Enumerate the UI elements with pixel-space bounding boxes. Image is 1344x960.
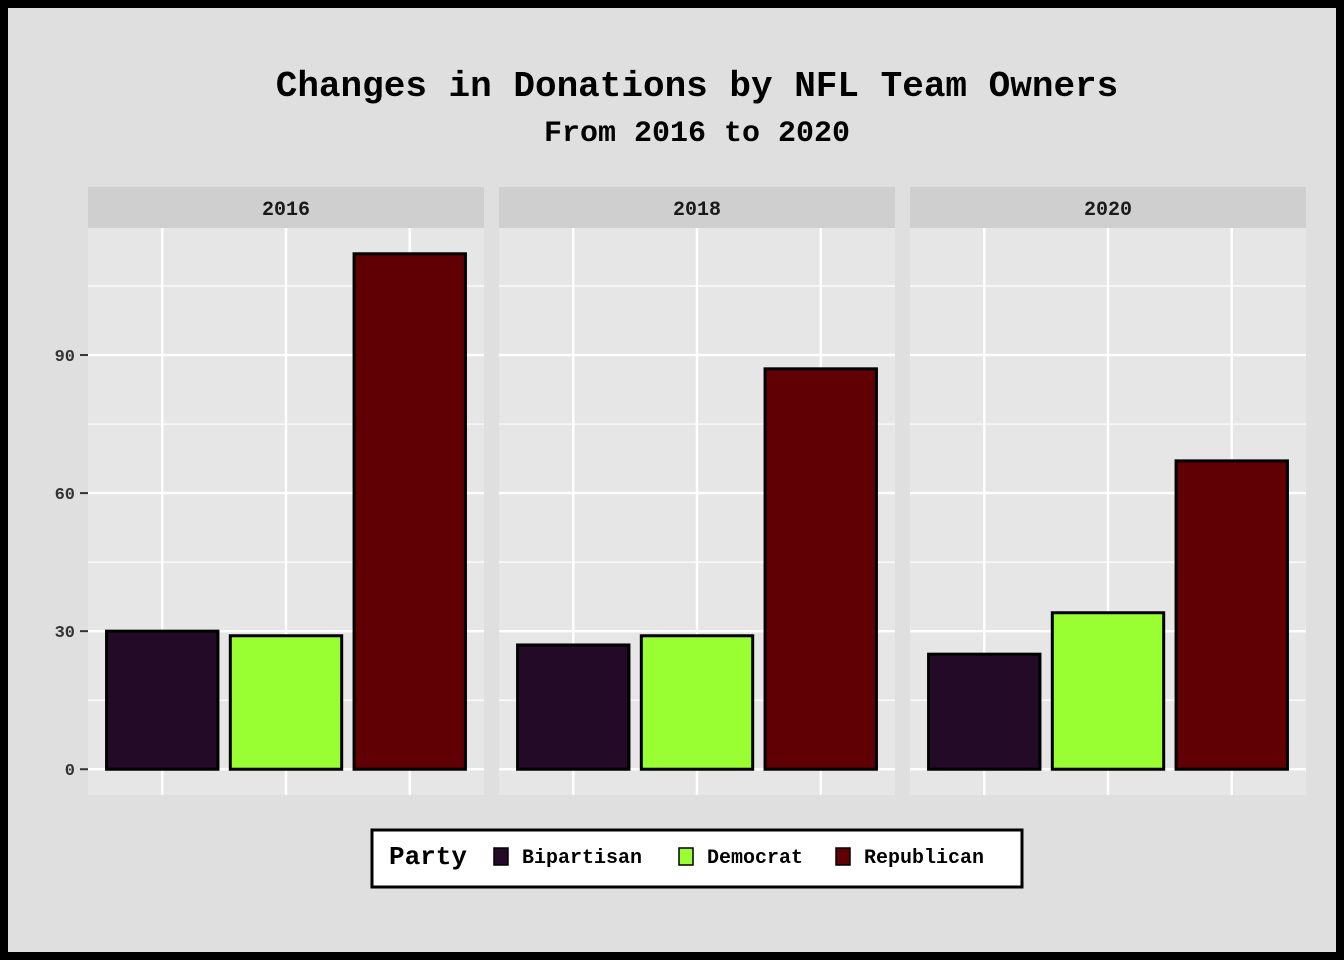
facet-strip xyxy=(910,187,1306,228)
bar-republican-2018 xyxy=(763,367,878,771)
legend: Party Bipartisan Democrat Republican xyxy=(370,828,1024,889)
bar-republican-2016 xyxy=(352,252,467,771)
facet-label: 2018 xyxy=(673,199,721,222)
legend-swatch-democrat xyxy=(678,847,694,866)
facet-label: 2020 xyxy=(1084,199,1132,222)
facet-panel-2016: 2016 xyxy=(88,187,484,795)
chart: Changes in Donations by NFL Team Owners … xyxy=(55,66,1306,889)
bar-republican-2020 xyxy=(1174,459,1289,771)
facet-panels: 2016 2018 2020 xyxy=(88,187,1306,795)
bar-democrat-2018 xyxy=(639,634,755,771)
y-axis: 0 30 60 90 xyxy=(55,348,88,781)
bar-bipartisan-2018 xyxy=(516,643,631,771)
facet-panel-2018: 2018 xyxy=(499,187,895,795)
facet-strip xyxy=(88,187,484,228)
legend-swatch-bipartisan xyxy=(493,847,509,866)
bar-bipartisan-2016 xyxy=(105,629,220,771)
bar-bipartisan-2020 xyxy=(927,652,1042,771)
facet-label: 2016 xyxy=(262,199,310,222)
legend-swatch-republican xyxy=(835,847,851,866)
legend-label-republican: Republican xyxy=(864,847,984,870)
facet-panel-2020: 2020 xyxy=(910,187,1306,795)
bar-democrat-2016 xyxy=(228,634,344,771)
bar-democrat-2020 xyxy=(1050,611,1166,771)
chart-subtitle: From 2016 to 2020 xyxy=(544,117,850,151)
y-tick-label: 90 xyxy=(55,348,75,367)
facet-strip xyxy=(499,187,895,228)
legend-box xyxy=(370,828,1024,889)
legend-title: Party xyxy=(389,842,467,872)
chart-frame: Changes in Donations by NFL Team Owners … xyxy=(8,8,1336,952)
legend-label-democrat: Democrat xyxy=(707,847,803,870)
legend-items: Bipartisan Democrat Republican xyxy=(493,847,984,870)
y-tick-label: 30 xyxy=(55,624,75,643)
legend-label-bipartisan: Bipartisan xyxy=(522,847,642,870)
chart-title: Changes in Donations by NFL Team Owners xyxy=(276,66,1119,107)
y-tick-label: 60 xyxy=(55,486,75,505)
y-tick-label: 0 xyxy=(65,762,75,781)
